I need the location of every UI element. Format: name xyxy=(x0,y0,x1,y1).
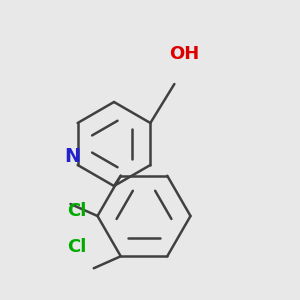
Text: OH: OH xyxy=(169,45,200,63)
Text: N: N xyxy=(64,146,80,166)
Text: Cl: Cl xyxy=(67,202,86,220)
Text: Cl: Cl xyxy=(67,238,86,256)
